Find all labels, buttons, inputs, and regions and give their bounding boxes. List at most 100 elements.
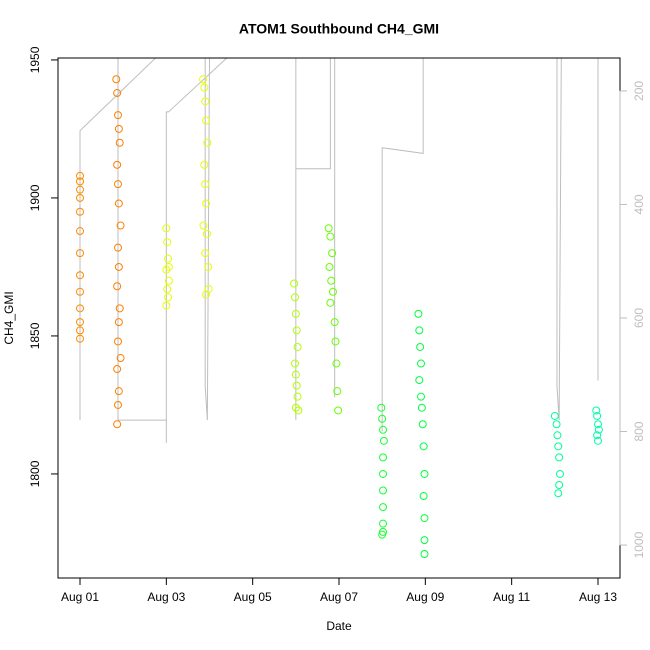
data-point bbox=[113, 243, 122, 252]
data-point bbox=[76, 207, 85, 216]
x-axis-label: Date bbox=[326, 619, 352, 633]
data-point bbox=[112, 75, 121, 84]
data-point bbox=[593, 431, 602, 440]
data-point bbox=[113, 337, 122, 346]
data-point bbox=[114, 387, 123, 396]
data-point bbox=[199, 75, 208, 84]
data-point bbox=[379, 519, 388, 528]
data-point bbox=[414, 309, 423, 318]
data-point bbox=[331, 337, 340, 346]
data-point bbox=[292, 326, 301, 335]
data-point bbox=[379, 436, 388, 445]
x-tick-label: Aug 13 bbox=[579, 590, 617, 604]
data-point bbox=[162, 265, 171, 274]
x-tick-label: Aug 11 bbox=[493, 590, 530, 604]
data-point bbox=[76, 334, 85, 343]
data-point bbox=[202, 229, 211, 238]
x-tick-label: Aug 07 bbox=[320, 590, 358, 604]
data-point bbox=[162, 301, 171, 310]
data-point bbox=[115, 304, 124, 313]
data-point bbox=[379, 503, 388, 512]
data-point bbox=[113, 282, 122, 291]
data-point bbox=[420, 549, 429, 558]
data-point bbox=[291, 403, 300, 412]
data-point bbox=[328, 249, 337, 258]
data-point bbox=[76, 249, 85, 258]
y2-tick-label: 1000 bbox=[632, 531, 646, 558]
data-point bbox=[554, 489, 563, 498]
data-point bbox=[379, 425, 388, 434]
line-series bbox=[381, 58, 424, 432]
data-point bbox=[76, 271, 85, 280]
data-point bbox=[76, 227, 85, 236]
data-point bbox=[162, 224, 171, 233]
data-point bbox=[114, 318, 123, 327]
y2-tick-label: 200 bbox=[632, 81, 646, 101]
data-point bbox=[76, 177, 85, 186]
data-point bbox=[415, 326, 424, 335]
data-point bbox=[163, 238, 172, 247]
data-point bbox=[76, 193, 85, 202]
data-point bbox=[325, 262, 334, 271]
data-point bbox=[594, 425, 603, 434]
data-point bbox=[379, 469, 388, 478]
data-point bbox=[416, 342, 425, 351]
data-point bbox=[378, 530, 387, 539]
data-point bbox=[326, 232, 335, 241]
data-point bbox=[76, 287, 85, 296]
data-point bbox=[113, 160, 122, 169]
data-point bbox=[593, 420, 602, 429]
data-point bbox=[417, 392, 426, 401]
data-point bbox=[593, 411, 602, 420]
data-point bbox=[114, 124, 123, 133]
data-point bbox=[116, 354, 125, 363]
data-point bbox=[164, 262, 173, 271]
y2-tick-label: 600 bbox=[632, 308, 646, 328]
line-series bbox=[556, 58, 562, 421]
data-point bbox=[201, 249, 210, 258]
data-point bbox=[291, 309, 300, 318]
chart-title: ATOM1 Southbound CH4_GMI bbox=[239, 21, 439, 37]
data-point bbox=[292, 381, 301, 390]
data-point bbox=[556, 469, 565, 478]
data-point bbox=[115, 138, 124, 147]
data-point bbox=[419, 492, 428, 501]
data-point bbox=[113, 89, 122, 98]
y-axis-label: CH4_GMI bbox=[2, 291, 16, 344]
data-point bbox=[202, 290, 211, 299]
data-point bbox=[420, 469, 429, 478]
data-point bbox=[199, 221, 208, 230]
x-tick-label: Aug 09 bbox=[406, 590, 444, 604]
data-point bbox=[333, 387, 342, 396]
data-point bbox=[113, 180, 122, 189]
y-tick-label: 1850 bbox=[28, 322, 42, 349]
data-point bbox=[419, 442, 428, 451]
data-point bbox=[328, 287, 337, 296]
y2-tick-label: 400 bbox=[632, 194, 646, 214]
data-point bbox=[593, 436, 602, 445]
data-point bbox=[293, 392, 302, 401]
x-tick-label: Aug 05 bbox=[234, 590, 272, 604]
data-point bbox=[76, 318, 85, 327]
x-tick-label: Aug 03 bbox=[147, 590, 185, 604]
data-point bbox=[76, 171, 85, 180]
data-point bbox=[113, 111, 122, 120]
data-point bbox=[114, 199, 123, 208]
data-point bbox=[201, 180, 210, 189]
line-series bbox=[295, 58, 331, 421]
data-point bbox=[164, 276, 173, 285]
y-tick-label: 1950 bbox=[28, 46, 42, 73]
y2-tick-label: 800 bbox=[632, 421, 646, 441]
data-point bbox=[204, 262, 213, 271]
x-tick-label: Aug 01 bbox=[61, 590, 99, 604]
data-point bbox=[592, 406, 601, 415]
data-point bbox=[290, 359, 299, 368]
data-point bbox=[113, 400, 122, 409]
data-point bbox=[201, 97, 210, 106]
data-point bbox=[163, 285, 172, 294]
data-point bbox=[113, 365, 122, 374]
plot-area bbox=[76, 58, 603, 558]
data-point bbox=[378, 414, 387, 423]
data-point bbox=[326, 298, 335, 307]
